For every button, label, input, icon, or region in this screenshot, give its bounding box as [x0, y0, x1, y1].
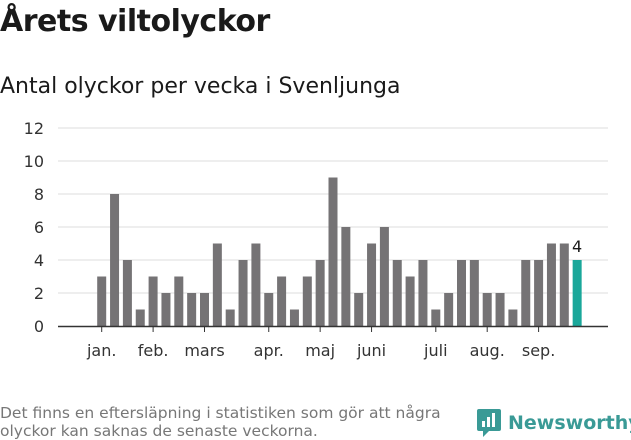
bar [200, 293, 209, 326]
y-tick-label: 10 [24, 152, 44, 171]
bars [97, 177, 582, 326]
bar [508, 309, 518, 326]
y-tick-label: 8 [34, 185, 44, 204]
bar [302, 276, 312, 326]
bar [444, 293, 454, 326]
bar [238, 260, 248, 326]
y-tick-label: 0 [34, 317, 44, 336]
bar [135, 309, 145, 326]
footnote: Det finns en eftersläpning i statistiken… [0, 404, 441, 440]
x-tick-label: sep. [522, 341, 555, 360]
bar [110, 194, 120, 326]
bar [97, 276, 107, 326]
y-axis-ticks: 0 2 4 6 8 10 12 [24, 119, 44, 336]
bar [367, 243, 377, 326]
bar [341, 227, 351, 326]
page-title: Årets viltolyckor [0, 4, 270, 39]
bar-chart: 0 2 4 6 8 10 12 jan. feb. mars apr. maj juni juli aug… [24, 119, 608, 360]
bar [315, 260, 325, 326]
bar [148, 276, 158, 326]
bar [161, 293, 171, 326]
highlight-value-label: 4 [572, 237, 582, 256]
bar [469, 260, 479, 326]
x-tick-label: juni [356, 341, 386, 360]
newsworthy-icon [477, 409, 501, 437]
bar [328, 177, 338, 326]
bar [174, 276, 184, 326]
bar [225, 309, 235, 326]
bar [379, 227, 389, 326]
bar [521, 260, 531, 326]
data-labels: 4 [572, 237, 582, 256]
bar [418, 260, 428, 326]
bar [392, 260, 402, 326]
bar [482, 293, 492, 326]
bar [289, 309, 299, 326]
x-tick-label: mars [184, 341, 224, 360]
y-tick-label: 2 [34, 284, 44, 303]
bar [251, 243, 261, 326]
x-tick-label: apr. [254, 341, 284, 360]
bar [534, 260, 544, 326]
bar [187, 293, 197, 326]
bar [277, 276, 287, 326]
bar [431, 309, 441, 326]
bar [264, 293, 274, 326]
x-tick-label: maj [305, 341, 335, 360]
bar [354, 293, 364, 326]
bar-highlight [572, 260, 582, 326]
bar [457, 260, 466, 326]
chart-subtitle: Antal olyckor per vecka i Svenljunga [0, 74, 401, 99]
y-tick-label: 12 [24, 119, 44, 138]
brand-name: Newsworthy [508, 412, 631, 434]
bar [122, 260, 132, 326]
y-tick-label: 4 [34, 251, 44, 270]
bar [405, 276, 415, 326]
bar [212, 243, 222, 326]
bar [559, 243, 569, 326]
x-tick-label: jan. [86, 341, 116, 360]
y-tick-label: 6 [34, 218, 44, 237]
bar [546, 243, 556, 326]
x-axis: jan. feb. mars apr. maj juni juli aug. sep. [58, 325, 608, 360]
x-tick-label: juli [423, 341, 447, 360]
x-tick-label: feb. [138, 341, 169, 360]
brand-logo: Newsworthy [476, 408, 631, 438]
x-tick-label: aug. [470, 341, 505, 360]
bar [495, 293, 505, 326]
